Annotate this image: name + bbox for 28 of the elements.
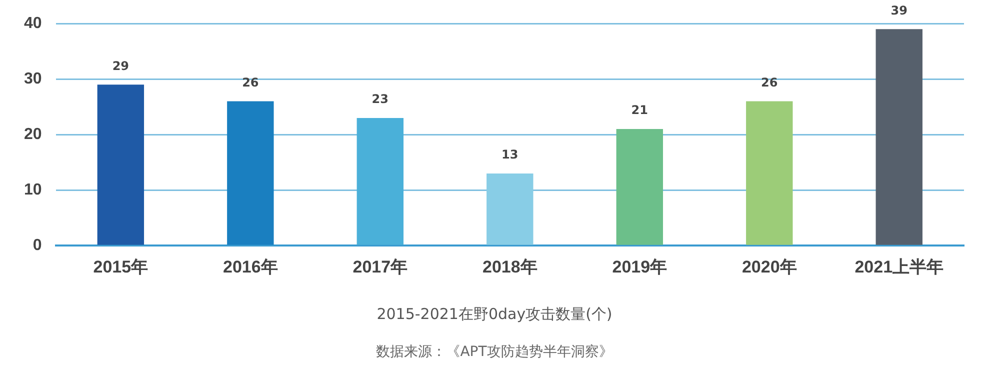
x-tick-label: 2019年 xyxy=(612,257,668,276)
data-label: 39 xyxy=(890,3,908,18)
bar xyxy=(97,84,144,245)
data-label: 26 xyxy=(761,75,778,90)
x-tick-label: 2021上半年 xyxy=(854,257,944,276)
x-tick-label: 2017年 xyxy=(352,257,408,276)
data-label: 23 xyxy=(372,92,389,106)
x-tick-label: 2020年 xyxy=(742,257,797,276)
x-tick-label: 2015年 xyxy=(93,257,148,276)
data-label: 21 xyxy=(631,103,648,118)
y-tick-label: 40 xyxy=(24,15,42,32)
bar xyxy=(486,173,534,245)
bar xyxy=(876,29,922,245)
bar xyxy=(746,101,793,245)
bar xyxy=(356,118,404,245)
data-label: 13 xyxy=(502,148,518,162)
data-label: 29 xyxy=(112,58,130,73)
y-tick-label: 0 xyxy=(32,237,42,254)
y-tick-label: 10 xyxy=(24,182,42,199)
y-tick-label: 20 xyxy=(24,126,42,144)
source-note: 数据来源：《APT攻防趋势半年洞察》 xyxy=(375,343,614,361)
bar xyxy=(227,101,274,245)
x-tick-label: 2016年 xyxy=(223,257,278,276)
bar xyxy=(616,129,663,245)
data-label: 26 xyxy=(242,75,259,90)
x-tick-label: 2018年 xyxy=(482,257,538,276)
y-tick-label: 30 xyxy=(24,70,42,88)
text: 2015-2021在野0day攻击数量(个) xyxy=(376,305,614,324)
